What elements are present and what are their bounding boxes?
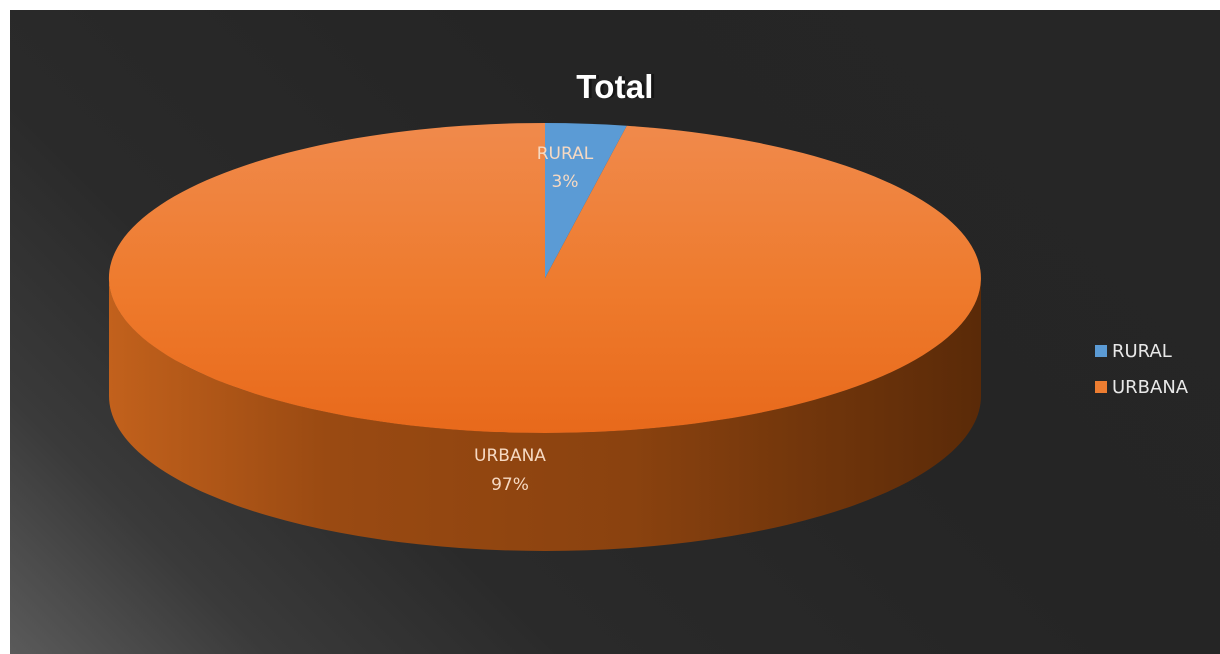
- data-label-urbana-percent: 97%: [491, 475, 529, 495]
- data-label-rural-name: RURAL: [537, 144, 594, 164]
- legend: RURAL URBANA: [1095, 340, 1188, 412]
- pie-side-wall: [109, 278, 981, 551]
- pie-slice-urbana: [108, 123, 981, 433]
- pie-slice-rural: [545, 123, 627, 278]
- legend-swatch-rural: [1095, 345, 1107, 357]
- data-label-rural-percent: 3%: [552, 172, 579, 192]
- chart-title: Total: [576, 68, 654, 105]
- legend-item-rural: RURAL: [1095, 340, 1188, 362]
- data-label-urbana-name: URBANA: [474, 446, 546, 466]
- legend-item-urbana: URBANA: [1095, 376, 1188, 398]
- legend-swatch-urbana: [1095, 381, 1107, 393]
- legend-label-urbana: URBANA: [1112, 376, 1189, 398]
- chart-area: RURAL 3% URBANA 97% Total RURAL URBANA: [10, 10, 1220, 654]
- legend-label-rural: RURAL: [1112, 340, 1172, 362]
- pie-chart: RURAL 3% URBANA 97%: [108, 123, 981, 551]
